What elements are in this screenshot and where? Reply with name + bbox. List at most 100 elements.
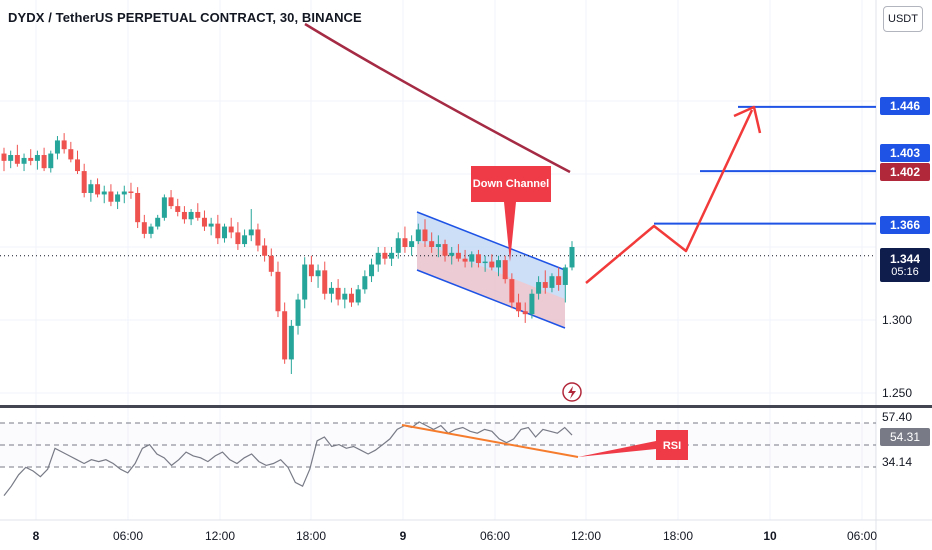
- candle-body: [141, 222, 147, 234]
- candle-body: [8, 155, 14, 161]
- candle-body: [168, 197, 174, 207]
- candle-body: [435, 244, 441, 247]
- time-tick: 12:00: [570, 529, 602, 543]
- candle-body: [255, 229, 261, 246]
- candle-body: [201, 217, 207, 227]
- candle-body: [509, 279, 515, 303]
- candle-body: [415, 229, 421, 242]
- candle-body: [308, 264, 314, 277]
- time-tick: 18:00: [662, 529, 694, 543]
- candle-body: [442, 244, 448, 256]
- candle-body: [181, 211, 187, 220]
- arrow-head: [733, 105, 762, 134]
- candle-body: [536, 282, 542, 294]
- rsi-level-3414: 34.14: [882, 455, 913, 469]
- current-price: 1.344: [889, 252, 921, 266]
- candle-body: [315, 270, 321, 277]
- candle-body: [242, 235, 248, 245]
- candle-body: [355, 289, 361, 303]
- candle-body: [409, 241, 415, 247]
- candle-body: [402, 238, 408, 247]
- callout-rsi-text: RSI: [663, 440, 681, 452]
- bar-countdown: 05:16: [891, 266, 919, 278]
- candle-body: [1, 153, 7, 161]
- candle-body: [195, 211, 201, 218]
- flash-icon-bolt: [568, 386, 576, 399]
- candle-body: [422, 229, 428, 242]
- candle-body: [75, 159, 81, 172]
- rsi-line: [3, 421, 573, 496]
- candles-layer: [1, 133, 575, 375]
- candle-body: [322, 270, 328, 294]
- time-tick: 8: [32, 529, 40, 543]
- candle-body: [516, 302, 522, 312]
- candle-body: [115, 194, 121, 202]
- candle-body: [429, 241, 435, 247]
- candle-body: [569, 247, 575, 268]
- callout-down-channel-text: Down Channel: [473, 178, 549, 190]
- candle-body: [562, 267, 568, 285]
- candle-body: [455, 252, 461, 259]
- price-label-1403: 1.403: [880, 144, 930, 162]
- candle-body: [389, 252, 395, 259]
- candle-body: [475, 254, 481, 264]
- annotation-layer: Down Channel: [471, 105, 762, 402]
- currency-button[interactable]: USDT: [883, 6, 923, 32]
- candle-body: [41, 155, 47, 169]
- candle-body: [362, 276, 368, 290]
- candle-body: [542, 282, 548, 288]
- candle-body: [128, 191, 134, 193]
- candle-body: [522, 311, 528, 315]
- candle-body: [228, 226, 234, 233]
- candle-body: [155, 217, 161, 227]
- candle-body: [208, 223, 214, 227]
- candle-body: [462, 258, 468, 262]
- candle-body: [556, 276, 562, 285]
- channel-lower-fill: [417, 241, 565, 328]
- rsi-pane: RSI: [0, 421, 876, 496]
- candle-body: [54, 140, 60, 154]
- candle-body: [495, 260, 501, 268]
- candle-body: [469, 254, 475, 262]
- candle-body: [248, 229, 254, 236]
- candle-body: [529, 293, 535, 315]
- rsi-band: [0, 423, 876, 467]
- candle-body: [328, 287, 334, 294]
- candle-body: [61, 140, 67, 150]
- candle-body: [302, 264, 308, 300]
- candle-body: [108, 191, 114, 202]
- callout-down-channel: [471, 166, 551, 262]
- candle-body: [222, 226, 228, 239]
- candle-body: [34, 155, 40, 161]
- candle-body: [215, 223, 221, 239]
- candle-body: [268, 255, 274, 272]
- price-label-1366: 1.366: [880, 216, 930, 234]
- rsi-divergence-line: [401, 424, 579, 458]
- candle-body: [21, 157, 27, 164]
- time-tick: 12:00: [204, 529, 236, 543]
- candle-body: [275, 271, 281, 312]
- candle-body: [188, 211, 194, 220]
- projection-arrow: [585, 109, 754, 284]
- time-tick: 9: [399, 529, 407, 543]
- price-label-1402: 1.402: [880, 163, 930, 181]
- candle-body: [14, 155, 20, 164]
- channel-lower-line: [416, 269, 566, 329]
- candle-body: [148, 226, 154, 234]
- candle-body: [48, 153, 54, 169]
- callout-rsi: [578, 430, 688, 460]
- time-tick: 10: [763, 529, 777, 543]
- candle-body: [88, 184, 94, 193]
- time-tick: 18:00: [295, 529, 327, 543]
- candle-body: [342, 293, 348, 300]
- candle-body: [28, 157, 34, 161]
- candle-body: [262, 245, 268, 256]
- candle-body: [335, 287, 341, 300]
- candle-body: [288, 325, 294, 360]
- price-tick: 1.300: [882, 313, 913, 327]
- rsi-value-label: 54.31: [880, 428, 930, 446]
- candle-body: [482, 261, 488, 264]
- rsi-level-5740: 57.40: [882, 410, 913, 424]
- candle-body: [235, 232, 241, 245]
